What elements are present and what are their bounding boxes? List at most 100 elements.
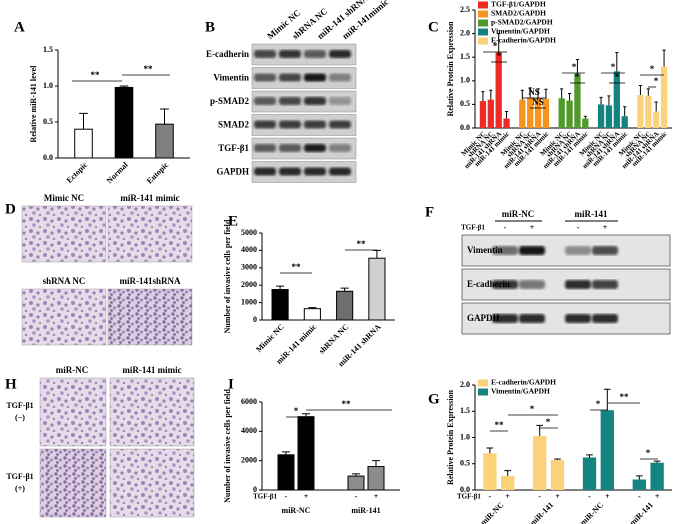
- blot-band: [492, 314, 518, 323]
- bar: [600, 410, 614, 490]
- y-axis-label: Relative Protein Expression: [446, 21, 455, 116]
- bar: [605, 105, 613, 128]
- legend-label: TGF-β1/GAPDH: [491, 0, 546, 9]
- blot-band: [592, 246, 618, 255]
- sign: +: [555, 492, 560, 501]
- legend-swatch: [478, 19, 488, 27]
- bar: [645, 95, 652, 128]
- annotation: *: [546, 417, 551, 427]
- y-tick-label: 4000: [241, 426, 257, 435]
- annotation: *: [615, 72, 620, 82]
- error-bar: [119, 85, 129, 88]
- x-tick-label: shRNA NC: [317, 322, 350, 355]
- error-bar: [653, 460, 661, 463]
- annotation: *: [575, 72, 580, 82]
- sign: +: [603, 223, 608, 232]
- panel-label: C: [428, 19, 439, 35]
- error-bar: [583, 115, 587, 119]
- bar: [368, 257, 386, 321]
- x-tick-label: Ectopic: [65, 160, 90, 185]
- blot-band: [254, 73, 276, 82]
- y-tick-label: 5000: [241, 228, 257, 237]
- blot-band: [254, 120, 276, 129]
- sign: +: [655, 492, 660, 501]
- micrograph: [21, 205, 107, 263]
- legend-label: Vimentin/GAPDH: [491, 27, 550, 36]
- group-label: miR-NC: [502, 209, 535, 219]
- micrograph: [39, 377, 107, 447]
- error-bar: [575, 59, 580, 74]
- micrograph: [21, 288, 107, 346]
- error-bar: [567, 93, 572, 101]
- sign: +: [605, 492, 610, 501]
- group-label: miR-141: [351, 506, 380, 515]
- blot-band: [329, 167, 351, 176]
- annotation: NS: [528, 87, 540, 97]
- group-label: miR-141: [628, 500, 655, 524]
- legend-label: p-SMAD2/GAPDH: [491, 18, 553, 27]
- blot-band: [519, 314, 545, 323]
- blot-band: [519, 280, 545, 289]
- blot-band: [304, 73, 326, 82]
- column-label: miR-141 mimic: [122, 365, 181, 375]
- annotation: *: [572, 62, 577, 72]
- error-bar: [481, 91, 485, 102]
- bar: [347, 475, 365, 491]
- y-axis-label: Relative miR-141 level: [29, 65, 38, 143]
- bar: [501, 475, 515, 490]
- annotation: *: [611, 62, 616, 72]
- blot-band: [329, 97, 351, 105]
- blot-band: [279, 167, 301, 176]
- error-bar: [504, 470, 512, 476]
- error-bar: [302, 413, 310, 417]
- blot-band: [279, 120, 301, 129]
- annotation: **: [144, 64, 154, 74]
- error-bar: [372, 249, 381, 259]
- annotation: **: [495, 420, 505, 430]
- annotation: *: [646, 448, 651, 458]
- column-label: miR-NC: [56, 365, 89, 375]
- blot-band: [304, 97, 326, 105]
- micrograph-label: Mimic NC: [44, 193, 84, 203]
- protein-label: GAPDH: [467, 313, 500, 323]
- annotation: **: [342, 399, 352, 409]
- error-bar: [340, 287, 349, 292]
- error-bar: [586, 454, 593, 458]
- y-tick-label: 1.5: [460, 406, 470, 415]
- annotation: *: [596, 399, 601, 409]
- row-label: TGF-β1: [6, 472, 33, 481]
- sign: -: [577, 223, 580, 232]
- error-bar: [662, 49, 666, 67]
- sign: -: [638, 492, 641, 501]
- bar: [503, 118, 510, 128]
- error-bar: [536, 88, 540, 99]
- sign: +: [374, 492, 379, 501]
- bar: [534, 98, 542, 128]
- y-tick-label: 4000: [241, 245, 257, 254]
- x-tick-label: Mimic NC: [254, 322, 286, 354]
- legend-swatch: [478, 10, 488, 18]
- blot-band: [329, 120, 351, 129]
- legend-label: SMAD2/GAPDH: [491, 9, 546, 18]
- bar: [303, 308, 321, 321]
- micrograph: [109, 448, 195, 518]
- treatment-label: TGF-β1: [253, 493, 277, 501]
- treatment-label: TGF-β1: [461, 224, 485, 232]
- error-bar: [623, 106, 627, 117]
- bar: [566, 100, 573, 128]
- bar: [653, 111, 660, 128]
- x-tick-label: Eutopic: [145, 160, 171, 186]
- blot-band: [592, 314, 618, 323]
- sign: +: [505, 492, 510, 501]
- bar: [637, 94, 644, 128]
- blot-band: [254, 97, 276, 105]
- y-tick-label: 0.5: [460, 459, 470, 468]
- error-bar: [79, 112, 88, 130]
- protein-label: E-cadherin: [467, 279, 510, 289]
- blot-band: [565, 314, 591, 323]
- error-bar: [607, 95, 611, 106]
- bar: [558, 98, 565, 128]
- blot-band: [304, 120, 326, 129]
- error-bar: [599, 96, 603, 105]
- bar: [582, 457, 597, 490]
